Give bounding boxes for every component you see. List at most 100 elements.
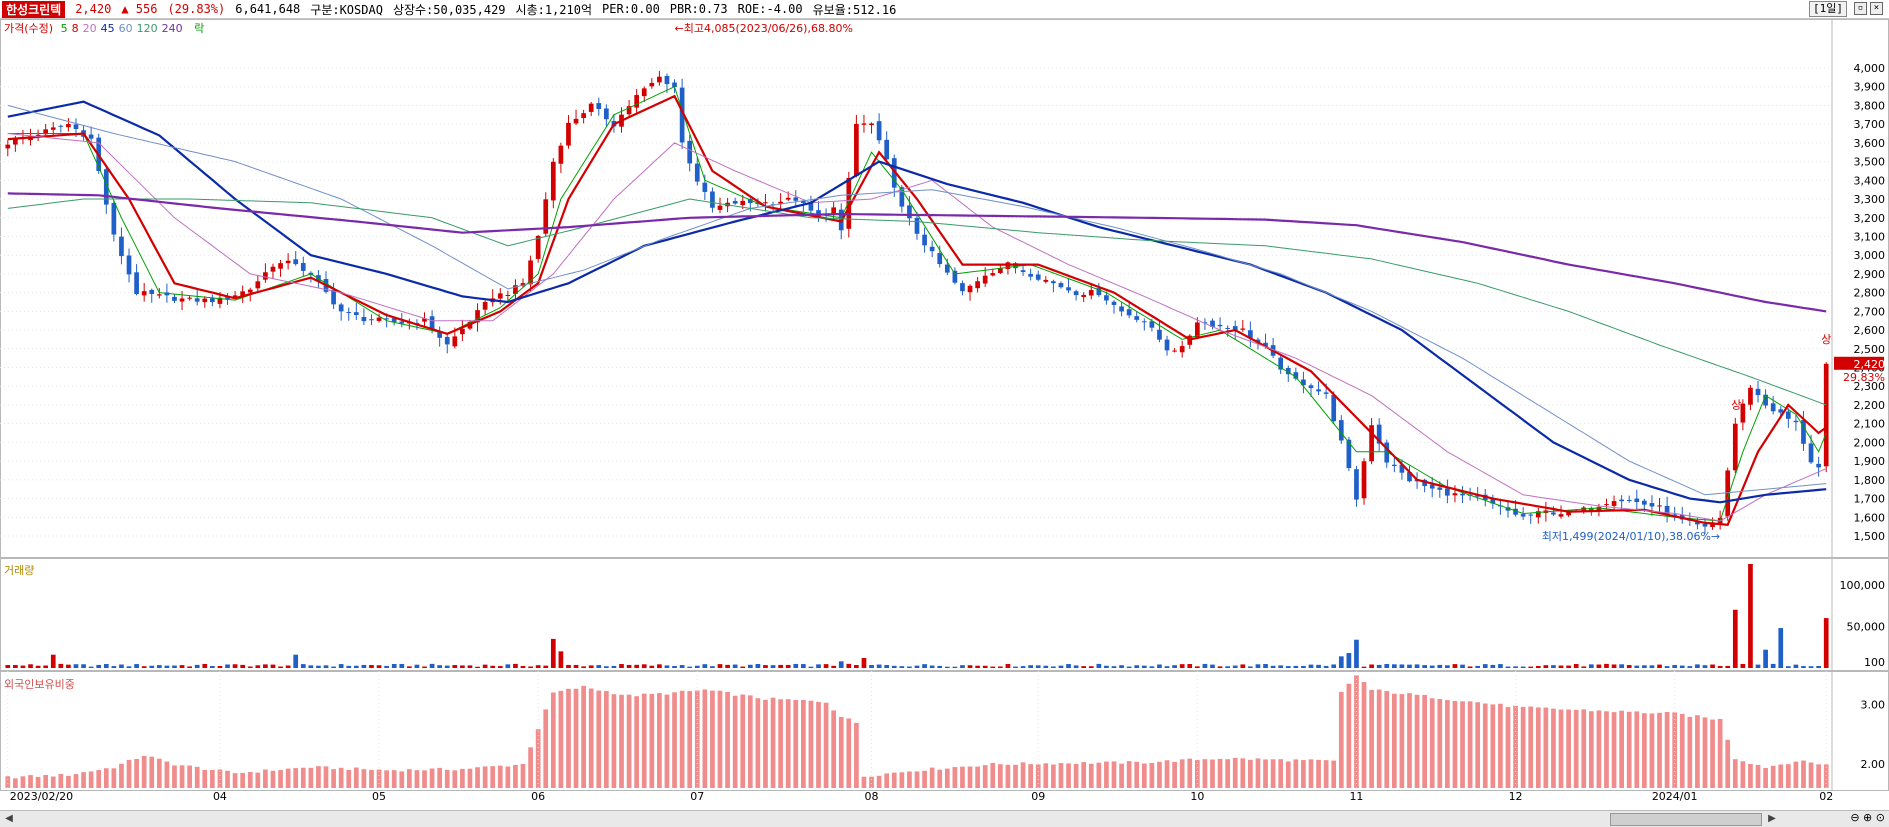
low-annotation: 최저1,499(2024/01/10),38.06%→ [1542,530,1720,543]
volume-bar [5,665,11,668]
volume-tick-label: 50,000 [1847,620,1886,633]
volume-bar [520,665,526,668]
foreign-bar [422,770,427,788]
volume-bar [1725,665,1731,668]
candle-body [255,281,261,289]
volume-bar [1808,666,1814,668]
candle-body [202,298,208,303]
foreign-bar [1528,706,1534,788]
foreign-bar [1270,759,1276,788]
candle-body [1604,504,1609,506]
foreign-bar [1755,764,1761,788]
volume-bar [937,665,943,668]
foreign-bar [172,765,177,788]
foreign-bar [1475,702,1481,788]
zoom-tools[interactable]: ⊖ ⊕ ⊙ [1850,811,1885,824]
foreign-bar [50,776,56,788]
candle-body [88,134,94,139]
candle-body [1248,330,1253,339]
foreign-bar [808,700,814,788]
price-tick-label: 3,000 [1854,249,1886,262]
volume-bar [1634,665,1640,668]
foreign-bar [1331,760,1337,788]
candle-body [778,201,783,204]
candle-body [800,200,806,203]
scroll-thumb[interactable] [1610,813,1762,826]
foreign-bar [232,773,238,788]
foreign-bar [914,771,920,788]
foreign-bar [1664,711,1670,788]
volume-bar [793,663,799,668]
volume-bar [482,664,488,668]
foreign-bar [717,690,723,788]
foreign-bar [149,756,155,788]
volume-bar [1528,666,1534,668]
foreign-bar [263,769,268,788]
restore-icon[interactable]: ▫ [1854,2,1867,15]
volume-bar [823,664,829,668]
foreign-bar [1020,762,1026,788]
candle-body [1770,403,1776,412]
foreign-bar [1611,712,1617,788]
candle-body [1490,499,1496,504]
ma-line-8 [7,94,1827,526]
candle-body [967,285,973,293]
foreign-bar [634,696,640,788]
volume-bar [1793,664,1799,668]
volume-tick-label: 100,000 [1840,579,1886,592]
zoom-icon[interactable]: ⊖ ⊕ ⊙ [1850,811,1885,824]
foreign-bar [255,772,261,788]
volume-bar [452,665,458,668]
foreign-bar [1088,763,1094,788]
candle-body [240,291,246,297]
candle-body [1384,442,1390,463]
stock-chart[interactable]: 4,000 3,900 3,800 3,700 3,600 3,500 3,400 3,300… [0,19,1889,809]
volume-bar [1240,664,1246,668]
volume-bar [50,654,56,668]
foreign-bar [588,688,594,788]
volume-bar [1035,665,1041,668]
candle-body [1785,411,1791,419]
foreign-bar [1422,694,1427,788]
scroll-left-icon[interactable]: ◀ [5,813,13,824]
volume-bar [35,665,41,668]
volume-bar [588,665,594,668]
foreign-bar [1210,759,1215,788]
foreign-bar [293,768,299,788]
period-button[interactable]: [1일] [1809,1,1847,17]
candle-body [1066,287,1071,291]
foreign-bar [1740,761,1746,788]
candle-body [1664,505,1670,515]
candle-body [103,169,109,205]
stock-name[interactable]: 한성크린텍 [2,0,66,18]
foreign-bar [1816,764,1821,788]
foreign-bar [884,773,890,788]
candle-body [1445,488,1450,496]
volume-bar [513,663,518,668]
candle-body [717,205,723,210]
chart-scrollbar[interactable]: ◀ ▶ ⊖ ⊕ ⊙ [0,810,1889,827]
volume-bar [460,665,465,668]
close-icon[interactable]: × [1870,2,1883,15]
foreign-bar [156,758,162,788]
candle-body [1020,270,1026,272]
foreign-bar [1566,709,1571,788]
volume-bar [1475,665,1481,668]
candle-body [1369,425,1374,462]
candle-body [528,260,533,285]
candle-body [1596,506,1602,511]
foreign-bar [1543,707,1549,788]
candle-body [1505,507,1511,511]
candle-body [846,178,852,229]
volume-bar [1172,665,1177,668]
scroll-right-icon[interactable]: ▶ [1768,813,1776,824]
volume-bar [1369,664,1374,668]
foreign-bar [1172,761,1177,788]
volume-bar [1111,666,1117,668]
volume-bar [967,665,973,668]
candle-body [1058,283,1064,288]
legend-ma-120: 120 [136,22,158,35]
candle-body [1285,367,1291,375]
volume-bar [778,664,783,668]
volume-bar [960,665,965,668]
